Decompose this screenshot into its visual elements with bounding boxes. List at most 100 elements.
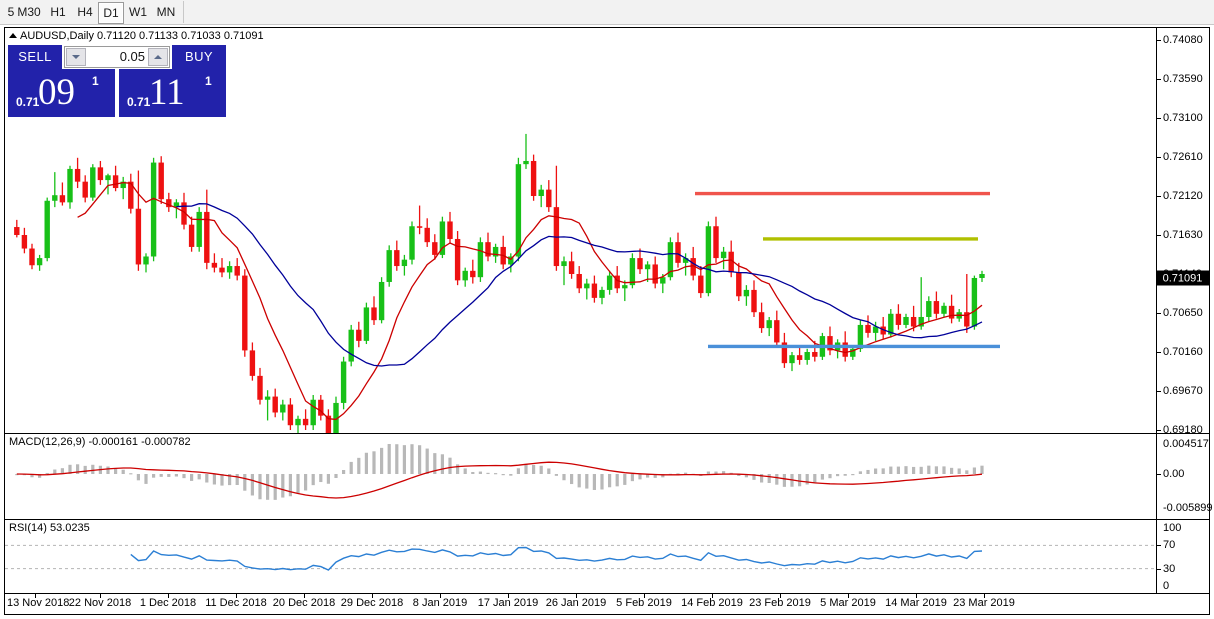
time-axis-tick bbox=[440, 594, 441, 598]
time-axis-tick bbox=[848, 594, 849, 598]
macd-histogram bbox=[15, 444, 984, 500]
chart-header: AUDUSD,Daily 0.71120 0.71133 0.71033 0.7… bbox=[9, 30, 264, 42]
axis-tick bbox=[1157, 545, 1161, 547]
trade-panel-top-row: SELL 0.05 BUY bbox=[8, 45, 226, 69]
macd-axis-label: 0.004517 bbox=[1163, 438, 1209, 450]
volume-field[interactable]: 0.05 bbox=[64, 46, 170, 68]
rsi-axis-label: 0 bbox=[1163, 580, 1170, 592]
price-axis-label: 0.73100 bbox=[1163, 112, 1203, 124]
price-pane[interactable]: AUDUSD,Daily 0.71120 0.71133 0.71033 0.7… bbox=[5, 28, 1209, 514]
rsi-axis-label: 30 bbox=[1163, 562, 1176, 575]
volume-increment-button[interactable] bbox=[148, 48, 168, 66]
timeframe-5[interactable]: 5 bbox=[7, 5, 15, 19]
time-axis-tick bbox=[372, 594, 373, 598]
time-axis-tick bbox=[644, 594, 645, 598]
axis-tick bbox=[1157, 118, 1161, 119]
axis-tick bbox=[1157, 352, 1161, 353]
sell-price-prefix: 0.71 bbox=[16, 95, 40, 109]
time-axis-tick bbox=[35, 594, 36, 598]
rsi-axis: 100 70 30 0 bbox=[1156, 520, 1209, 593]
timeframe-mn[interactable]: MN bbox=[156, 5, 176, 19]
toolbar-divider bbox=[183, 1, 184, 23]
time-axis-label: 20 Dec 2018 bbox=[272, 597, 336, 609]
price-axis-label: 0.71630 bbox=[1163, 229, 1203, 241]
time-axis-tick bbox=[304, 594, 305, 598]
rsi-pane[interactable]: RSI(14) 53.0235 100 70 30 0 bbox=[5, 520, 1209, 594]
timeframe-d1[interactable]: D1 bbox=[98, 2, 124, 24]
macd-signal-line bbox=[16, 461, 983, 499]
price-plot-area[interactable] bbox=[5, 28, 1156, 433]
sell-button[interactable]: SELL bbox=[8, 45, 62, 69]
time-axis-tick bbox=[236, 594, 237, 598]
current-price-badge: 0.71091 bbox=[1156, 270, 1209, 286]
chevron-up-icon bbox=[154, 55, 162, 59]
volume-value: 0.05 bbox=[119, 49, 145, 64]
rsi-axis-label: 100 bbox=[1163, 522, 1182, 534]
volume-decrement-button[interactable] bbox=[66, 48, 86, 66]
time-axis-label: 11 Dec 2018 bbox=[205, 597, 267, 609]
price-axis-label: 0.72610 bbox=[1163, 151, 1203, 163]
timeframe-h4[interactable]: H4 bbox=[77, 5, 93, 19]
macd-axis-label: -0.005899 bbox=[1163, 502, 1213, 514]
axis-tick bbox=[1157, 391, 1161, 392]
time-axis-label: 26 Jan 2019 bbox=[545, 597, 607, 609]
time-axis-label: 23 Feb 2019 bbox=[749, 597, 811, 609]
price-axis-label: 0.70650 bbox=[1163, 307, 1203, 319]
time-axis-label: 8 Jan 2019 bbox=[412, 597, 468, 609]
axis-tick bbox=[1157, 235, 1161, 236]
time-axis-tick bbox=[576, 594, 577, 598]
time-axis-tick bbox=[168, 594, 169, 598]
time-axis-label: 22 Nov 2018 bbox=[68, 597, 132, 609]
time-axis-tick bbox=[916, 594, 917, 598]
price-axis-label: 0.73590 bbox=[1163, 73, 1203, 85]
time-axis-label: 13 Nov 2018 bbox=[7, 597, 70, 609]
axis-tick bbox=[1157, 568, 1161, 570]
buy-price-fraction: 1 bbox=[205, 74, 212, 88]
axis-tick bbox=[1157, 157, 1161, 158]
timeframe-m30[interactable]: M30 bbox=[17, 5, 41, 19]
buy-button[interactable]: BUY bbox=[172, 45, 226, 69]
buy-price-quote[interactable]: 0.71 11 1 bbox=[119, 69, 226, 117]
macd-axis-label: 0.00 bbox=[1163, 468, 1185, 480]
collapse-triangle-icon[interactable] bbox=[9, 33, 17, 38]
time-axis-tick bbox=[780, 594, 781, 598]
macd-pane[interactable]: MACD(12,26,9) -0.000161 -0.000782 0.0045… bbox=[5, 434, 1213, 520]
chevron-down-icon bbox=[72, 55, 80, 59]
price-axis-label: 0.69180 bbox=[1163, 424, 1203, 436]
chart-frame: AUDUSD,Daily 0.71120 0.71133 0.71033 0.7… bbox=[4, 27, 1213, 615]
chart-header-text: AUDUSD,Daily 0.71120 0.71133 0.71033 0.7… bbox=[20, 30, 264, 42]
candlestick-series bbox=[14, 133, 985, 433]
rsi-axis-label: 70 bbox=[1163, 539, 1176, 552]
price-axis-label: 0.72120 bbox=[1163, 190, 1203, 202]
time-axis[interactable]: 13 Nov 2018 22 Nov 2018 1 Dec 2018 11 Dec 2… bbox=[5, 594, 1209, 614]
price-axis[interactable]: 0.74080 0.73590 0.73100 0.72610 0.72120 0.716… bbox=[1156, 28, 1209, 514]
price-axis-label: 0.69670 bbox=[1163, 385, 1203, 397]
macd-label: MACD(12,26,9) -0.000161 -0.000782 bbox=[9, 436, 191, 448]
time-axis-tick bbox=[712, 594, 713, 598]
rsi-plot-area[interactable] bbox=[5, 520, 1156, 593]
time-axis-label: 23 Mar 2019 bbox=[953, 597, 1015, 609]
buy-price-main: 11 bbox=[149, 72, 185, 113]
time-axis-tick bbox=[100, 594, 101, 598]
sell-price-quote[interactable]: 0.71 09 1 bbox=[8, 69, 115, 117]
sell-price-fraction: 1 bbox=[92, 74, 99, 88]
moving-average-fast bbox=[77, 181, 983, 421]
rsi-label: RSI(14) 53.0235 bbox=[9, 522, 90, 534]
axis-tick bbox=[1157, 313, 1161, 314]
timeframe-h1[interactable]: H1 bbox=[50, 5, 66, 19]
macd-axis: 0.004517 0.00 -0.005899 bbox=[1156, 434, 1213, 519]
axis-tick bbox=[1157, 474, 1161, 475]
axis-tick bbox=[1157, 196, 1161, 197]
price-axis-label: 0.70160 bbox=[1163, 346, 1203, 358]
timeframe-toolbar: 5 M30 H1 H4 D1 W1 MN bbox=[0, 0, 1214, 25]
timeframe-w1[interactable]: W1 bbox=[129, 5, 147, 19]
rsi-line bbox=[130, 546, 983, 571]
macd-plot-area[interactable] bbox=[5, 434, 1156, 519]
sell-price-main: 09 bbox=[38, 72, 75, 113]
price-axis-label: 0.74080 bbox=[1163, 34, 1203, 46]
time-axis-label: 14 Mar 2019 bbox=[885, 597, 947, 609]
time-axis-tick bbox=[984, 594, 985, 598]
one-click-trading-panel[interactable]: SELL 0.05 BUY 0.71 09 1 0.71 11 1 bbox=[8, 45, 226, 117]
time-axis-label: 5 Mar 2019 bbox=[820, 597, 876, 609]
